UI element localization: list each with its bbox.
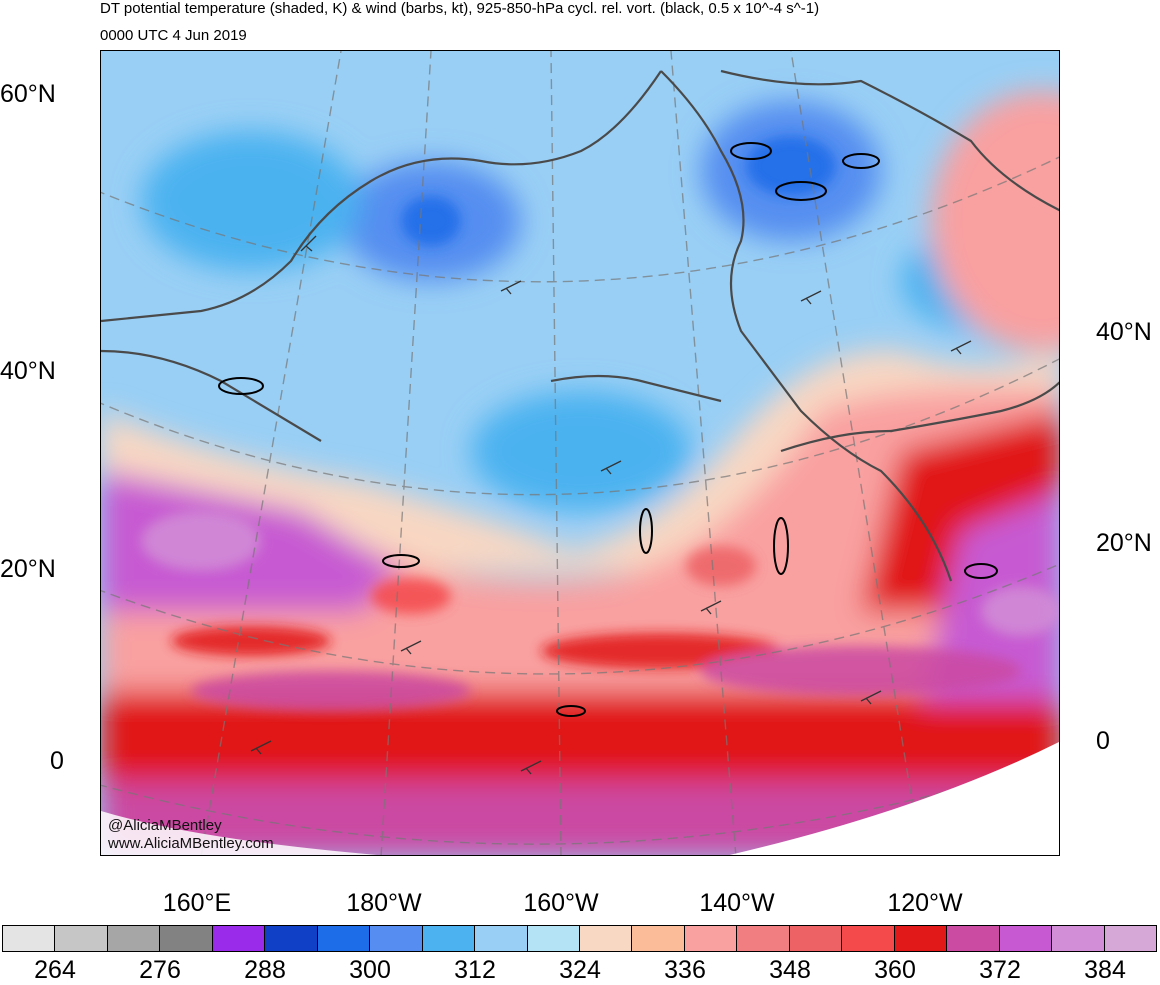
colorbar-label: 300 bbox=[349, 956, 391, 984]
colorbar-swatch bbox=[422, 926, 476, 951]
credit-handle: @AliciaMBentley bbox=[108, 817, 222, 834]
colorbar-label: 348 bbox=[769, 956, 811, 984]
colorbar-swatch bbox=[160, 926, 213, 951]
lat-label-left-40n: 40°N bbox=[0, 357, 56, 385]
colorbar-swatch bbox=[527, 926, 580, 951]
colorbar-swatch bbox=[789, 926, 843, 951]
lat-label-left-20n: 20°N bbox=[0, 555, 56, 583]
lat-label-right-40n: 40°N bbox=[1096, 318, 1152, 346]
lat-label-left-60n: 60°N bbox=[0, 80, 56, 108]
lat-label-left-0: 0 bbox=[50, 747, 64, 775]
colorbar-swatch bbox=[317, 926, 371, 951]
colorbar-label: 384 bbox=[1084, 956, 1126, 984]
colorbar-swatch bbox=[684, 926, 738, 951]
colorbar-swatch bbox=[632, 926, 685, 951]
colorbar-swatch bbox=[265, 926, 318, 951]
colorbar-swatch bbox=[107, 926, 161, 951]
colorbar-label: 372 bbox=[979, 956, 1021, 984]
colorbar-swatch bbox=[579, 926, 633, 951]
lon-label-180w: 180°W bbox=[346, 889, 422, 917]
colorbar-swatch bbox=[999, 926, 1053, 951]
colorbar-swatch bbox=[1052, 926, 1105, 951]
valid-time: 0000 UTC 4 Jun 2019 bbox=[100, 27, 247, 44]
colorbar-label: 336 bbox=[664, 956, 706, 984]
colorbar-swatch bbox=[947, 926, 1000, 951]
colorbar-label: 360 bbox=[874, 956, 916, 984]
colorbar-swatch bbox=[737, 926, 790, 951]
colorbar-swatch bbox=[894, 926, 948, 951]
lat-label-right-20n: 20°N bbox=[1096, 529, 1152, 557]
potential-temperature-map bbox=[101, 51, 1059, 855]
lon-label-140w: 140°W bbox=[699, 889, 775, 917]
colorbar-label: 264 bbox=[34, 956, 76, 984]
colorbar-swatch bbox=[370, 926, 423, 951]
colorbar-label: 276 bbox=[139, 956, 181, 984]
colorbar-swatch bbox=[475, 926, 528, 951]
lon-label-120w: 120°W bbox=[887, 889, 963, 917]
colorbar-swatch bbox=[3, 926, 56, 951]
lat-label-right-0: 0 bbox=[1096, 727, 1110, 755]
map-title: DT potential temperature (shaded, K) & w… bbox=[100, 0, 820, 17]
colorbar-label: 288 bbox=[244, 956, 286, 984]
colorbar-swatch bbox=[842, 926, 895, 951]
colorbar-swatch bbox=[55, 926, 108, 951]
colorbar-label: 324 bbox=[559, 956, 601, 984]
lon-label-160w: 160°W bbox=[523, 889, 599, 917]
colorbar-swatch bbox=[212, 926, 266, 951]
colorbar bbox=[2, 925, 1157, 952]
lon-label-160e: 160°E bbox=[162, 889, 232, 917]
colorbar-swatch bbox=[1104, 926, 1156, 951]
colorbar-label: 312 bbox=[454, 956, 496, 984]
map-panel bbox=[100, 50, 1060, 856]
credit-website: www.AliciaMBentley.com bbox=[108, 835, 274, 852]
